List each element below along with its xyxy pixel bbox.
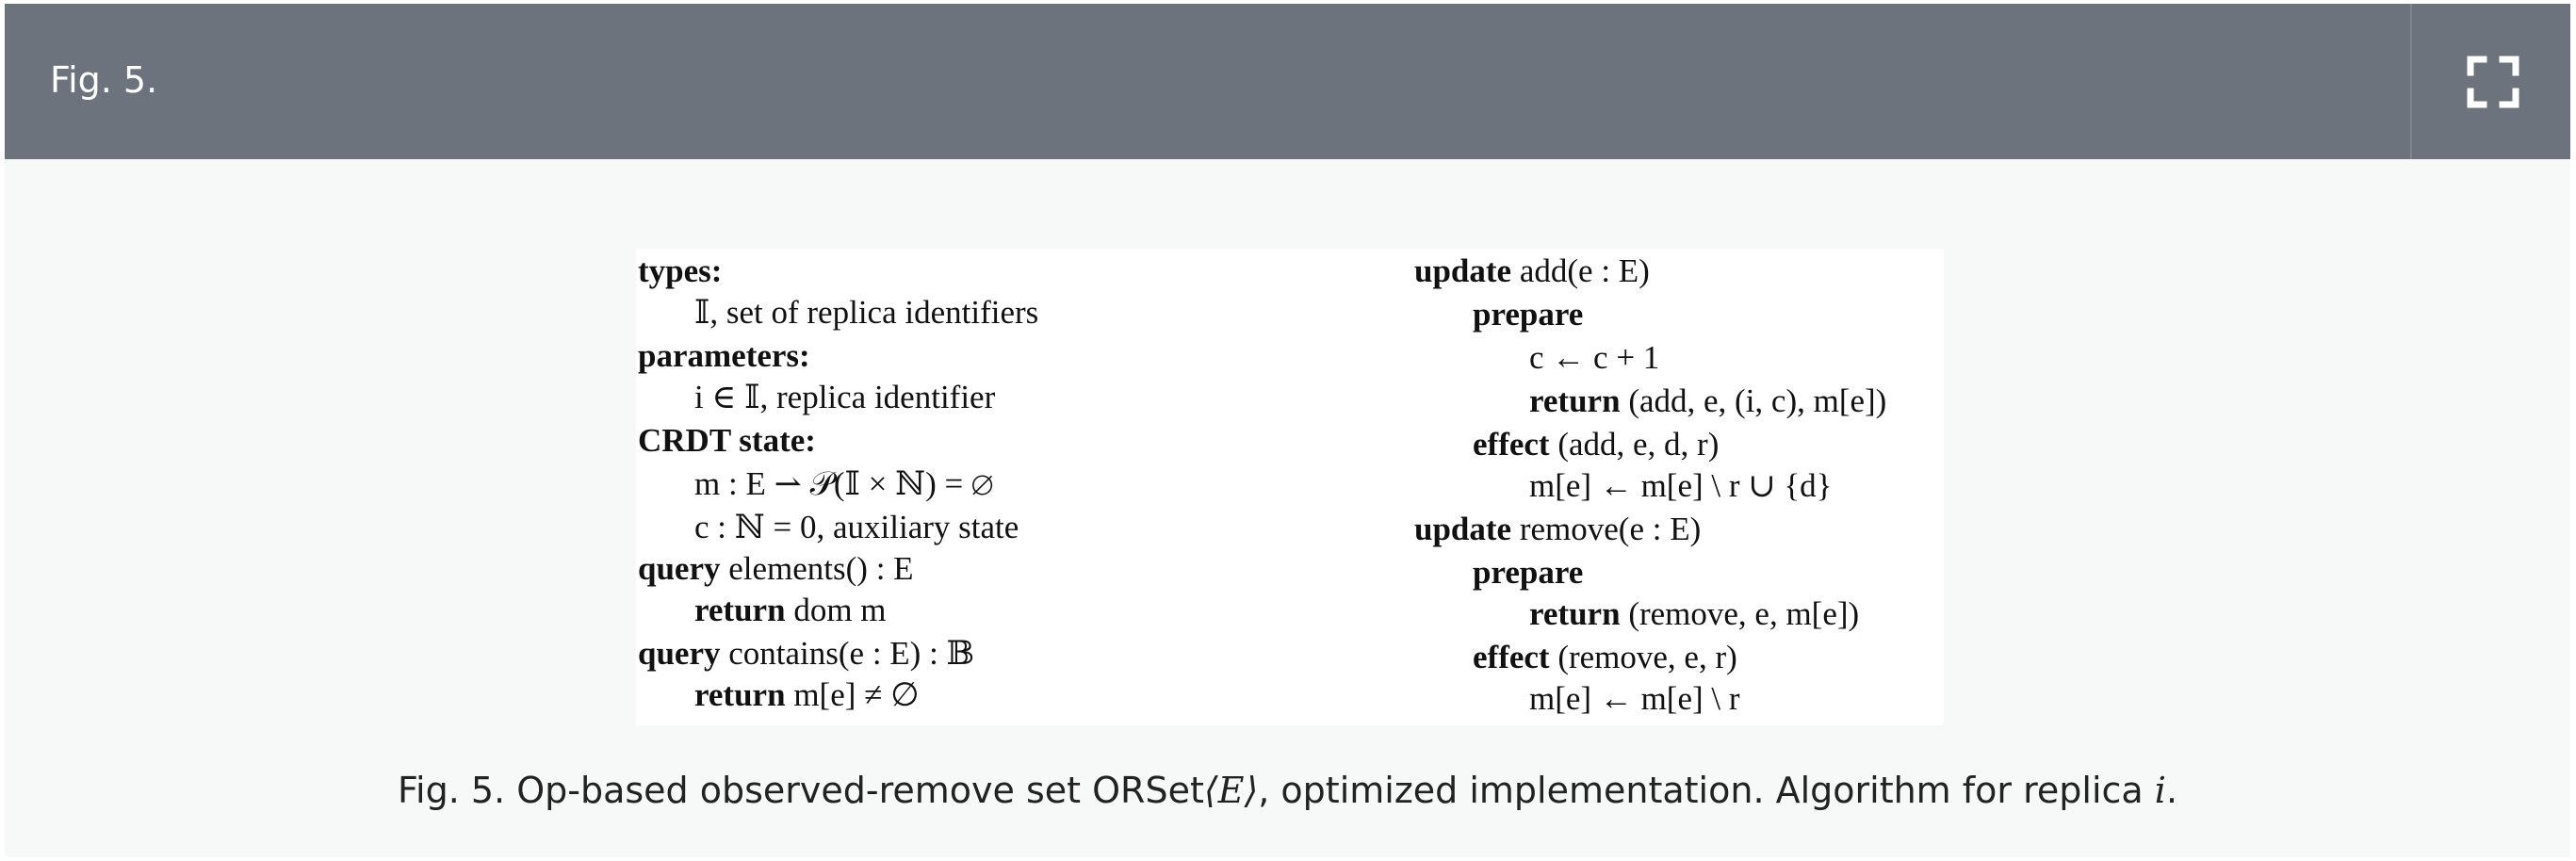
fullscreen-icon — [2467, 56, 2519, 108]
remove-prepare-keyword: prepare — [1473, 554, 1584, 591]
caption-text-after: , optimized implementation. Algorithm fo… — [1258, 770, 2155, 811]
figure-panel: Fig. 5. types: 𝕀, set of replica identif… — [5, 4, 2570, 857]
query-contains-return: return m[e] ≠ ∅ — [694, 676, 920, 713]
figure-title: Fig. 5. — [50, 59, 158, 101]
parameters-keyword: parameters: — [638, 337, 810, 374]
remove-return-line: return (remove, e, m[e]) — [1529, 595, 1860, 632]
update-remove-line: update remove(e : E) — [1414, 511, 1702, 547]
query-elements-return: return dom m — [694, 592, 887, 628]
fullscreen-button[interactable] — [2412, 4, 2570, 159]
caption-prefix: Fig. 5. — [397, 770, 506, 811]
remove-effect-statement: m[e] ← m[e] \ r — [1529, 680, 1740, 717]
header-divider — [2410, 4, 2412, 159]
figure-header: Fig. 5. — [5, 4, 2570, 159]
caption-replica: i — [2154, 770, 2166, 811]
caption-end: . — [2165, 770, 2178, 811]
state-c-line: c : ℕ = 0, auxiliary state — [694, 509, 1019, 545]
state-m-line: m : E ⇀ 𝒫(𝕀 × ℕ) = ∅ — [694, 465, 994, 502]
update-add-line: update add(e : E) — [1414, 252, 1650, 289]
figure-caption: Fig. 5. Op-based observed-remove set ORS… — [5, 772, 2570, 808]
caption-text-before: Op-based observed-remove set ORSet — [505, 770, 1204, 811]
types-line: 𝕀, set of replica identifiers — [694, 294, 1039, 331]
types-keyword: types: — [638, 252, 723, 289]
add-prepare-statement: c ← c + 1 — [1529, 339, 1660, 376]
crdt-state-keyword: CRDT state: — [638, 422, 816, 459]
add-effect-statement: m[e] ← m[e] \ r ∪ {d} — [1529, 467, 1833, 504]
remove-effect-line: effect (remove, e, r) — [1473, 639, 1737, 675]
add-prepare-keyword: prepare — [1473, 296, 1584, 333]
add-effect-line: effect (add, e, d, r) — [1473, 426, 1720, 463]
algorithm-image: types: 𝕀, set of replica identifiers par… — [636, 249, 1944, 725]
add-return-line: return (add, e, (i, c), m[e]) — [1529, 382, 1887, 419]
caption-math: ⟨E⟩ — [1203, 770, 1259, 811]
query-contains-line: query contains(e : E) : 𝔹 — [638, 635, 975, 672]
query-elements-line: query elements() : E — [638, 550, 914, 587]
parameters-line: i ∈ 𝕀, replica identifier — [694, 379, 996, 415]
